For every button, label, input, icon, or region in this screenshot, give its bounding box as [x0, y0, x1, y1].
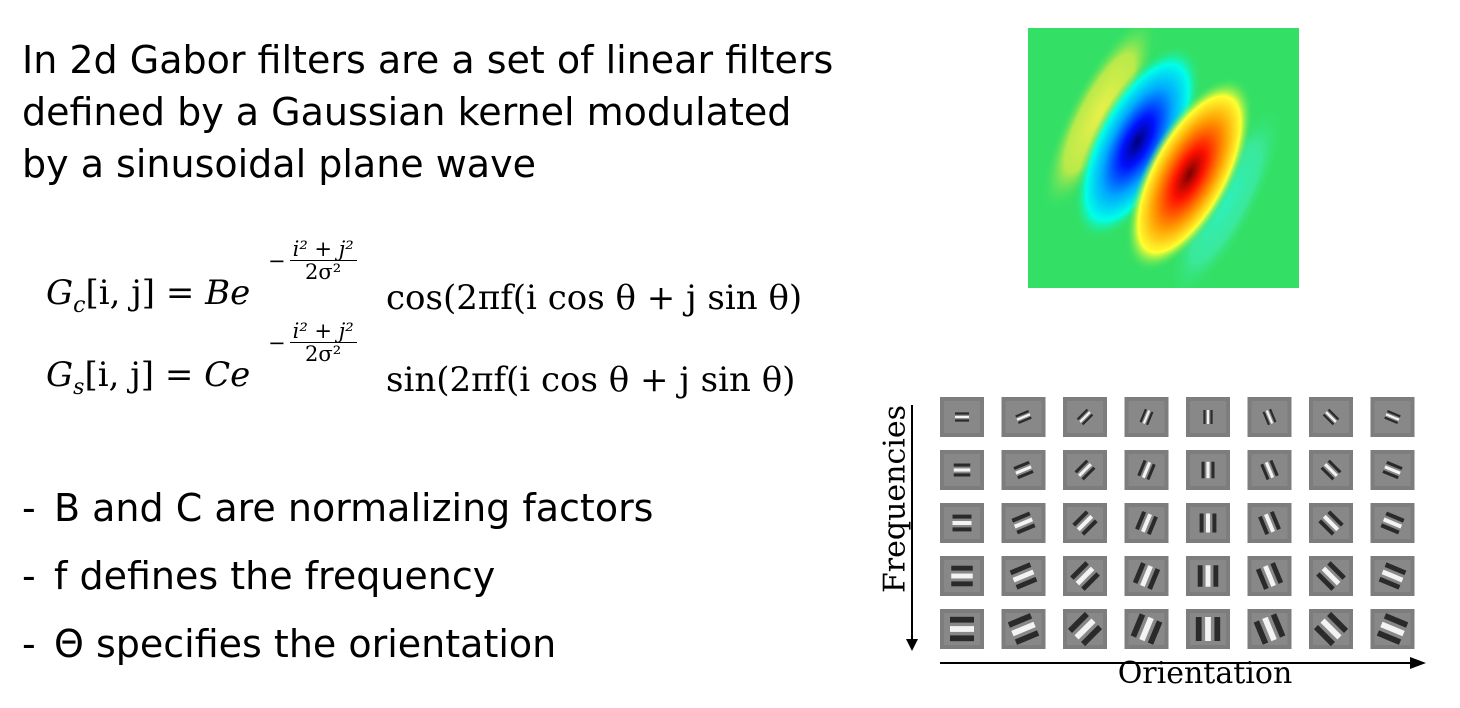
gabor-filter-tile — [1124, 609, 1169, 649]
gabor-filter-tile — [1063, 450, 1107, 490]
gabor-filter-tile — [1124, 450, 1169, 490]
gabor-filter-bank — [870, 385, 1440, 695]
intro-line: defined by a Gaussian kernel modulated — [22, 90, 792, 134]
equation-lhs: Gs[i, j] = Ce — [46, 355, 251, 400]
equation-rhs: cos(2πf(i cos θ + j sin θ) — [386, 278, 803, 318]
gabor-kernel-heatmap — [1028, 14, 1299, 302]
gabor-filter-tile — [1370, 450, 1415, 490]
gabor-filter-tile — [1309, 609, 1353, 649]
gabor-filter-tile — [1186, 609, 1230, 649]
equation-lhs: Gc[i, j] = Be — [46, 273, 251, 318]
equation-cosine: Gc[i, j] = Be − i² + j² 2σ² cos(2πf(i co… — [46, 238, 826, 318]
gabor-filter-tile — [940, 397, 984, 437]
frequencies-axis-label: Frequencies — [877, 404, 913, 594]
gabor-filter-tile — [1247, 450, 1292, 490]
gabor-filter-tile — [1247, 609, 1292, 649]
bullet-list: -B and C are normalizing factors -f defi… — [22, 482, 653, 686]
gabor-filter-tile — [1247, 556, 1292, 596]
exponent: − i² + j² 2σ² — [268, 320, 357, 365]
gabor-filter-tile — [1309, 556, 1353, 596]
gabor-filter-tile — [1063, 609, 1107, 649]
gabor-filter-tile — [1124, 556, 1169, 596]
gabor-filter-tile — [1124, 397, 1169, 437]
gabor-filter-tile — [1124, 503, 1169, 543]
gabor-filter-tile — [1370, 556, 1415, 596]
gabor-filter-tile — [1063, 503, 1107, 543]
gabor-filter-tile — [940, 609, 984, 649]
gabor-filter-tile — [940, 556, 984, 596]
gabor-filter-tile — [1370, 397, 1415, 437]
exponent-fraction: i² + j² 2σ² — [289, 238, 357, 283]
equation-rhs: sin(2πf(i cos θ + j sin θ) — [386, 360, 796, 400]
bullet-item: -f defines the frequency — [22, 554, 496, 598]
gabor-filter-tile — [940, 450, 984, 490]
intro-paragraph: In 2d Gabor filters are a set of linear … — [22, 34, 872, 190]
bullet-item: -Θ specifies the orientation — [22, 622, 557, 666]
gabor-filter-tile — [1186, 503, 1230, 543]
equation-sine: Gs[i, j] = Ce − i² + j² 2σ² sin(2πf(i co… — [46, 320, 826, 400]
gabor-filter-tile — [1186, 397, 1230, 437]
gabor-filter-tile — [1001, 556, 1046, 596]
bullet-item: -B and C are normalizing factors — [22, 486, 654, 530]
exponent-fraction: i² + j² 2σ² — [289, 320, 357, 365]
gabor-filter-tile — [1370, 609, 1415, 649]
gabor-filter-tile — [940, 503, 984, 543]
gabor-filter-tile — [1001, 503, 1046, 543]
gabor-filter-tile — [1309, 397, 1353, 437]
gabor-filter-tile — [1247, 397, 1292, 437]
gabor-filter-tile — [1001, 609, 1046, 649]
gabor-filter-tile — [1186, 556, 1230, 596]
orientation-axis-label: Orientation — [1117, 656, 1293, 691]
gabor-filter-tile — [1063, 556, 1107, 596]
exponent: − i² + j² 2σ² — [268, 238, 357, 283]
gabor-filter-tile — [1001, 450, 1046, 490]
frequency-axis-arrowhead — [906, 639, 918, 651]
gabor-filter-tile — [1063, 397, 1107, 437]
gabor-filter-tile — [1370, 503, 1415, 543]
filter-bank-grid — [906, 397, 1426, 669]
orientation-axis-arrowhead — [1410, 657, 1426, 669]
gabor-filter-tile — [1186, 450, 1230, 490]
gabor-filter-tile — [1309, 503, 1353, 543]
intro-line: by a sinusoidal plane wave — [22, 142, 536, 186]
intro-line: In 2d Gabor filters are a set of linear … — [22, 38, 834, 82]
gabor-filter-tile — [1309, 450, 1353, 490]
gabor-filter-tile — [1247, 503, 1292, 543]
gabor-filter-tile — [1001, 397, 1046, 437]
